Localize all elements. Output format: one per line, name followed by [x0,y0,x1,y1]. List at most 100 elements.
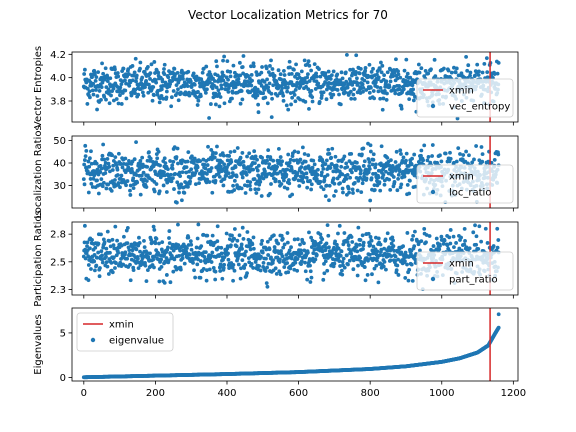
point-vec_entropy [140,90,145,95]
point-part_ratio [167,236,171,240]
point-part_ratio [372,266,377,271]
point-part_ratio [265,239,270,244]
point-loc_ratio [189,167,194,172]
point-loc_ratio [372,183,377,188]
point-part_ratio [207,267,212,272]
point-loc_ratio [342,154,347,159]
point-vec_entropy [354,53,359,58]
point-vec_entropy [148,77,152,81]
point-vec_entropy [482,61,487,66]
point-part_ratio [205,233,210,238]
point-loc_ratio [384,169,388,174]
point-loc_ratio [233,165,238,170]
point-vec_entropy [265,77,269,82]
point-part_ratio [413,229,417,234]
point-part_ratio [409,262,414,267]
point-loc_ratio [110,153,114,158]
point-vec_entropy [186,69,191,74]
point-loc_ratio [393,160,398,164]
point-vec_entropy [269,91,274,96]
legend-label-loc_ratio: loc_ratio [449,188,491,199]
point-part_ratio [389,254,394,259]
point-loc_ratio [197,181,201,186]
point-loc_ratio [261,176,266,181]
point-vec_entropy [249,64,253,69]
point-loc_ratio [212,155,217,160]
point-loc_ratio [253,161,257,166]
point-part_ratio [148,251,152,256]
point-part_ratio [347,258,352,263]
point-vec_entropy [221,78,226,83]
point-loc_ratio [413,184,418,189]
point-part_ratio [92,259,97,264]
point-part_ratio [381,264,386,269]
point-vec_entropy [140,75,145,80]
point-part_ratio [327,245,331,250]
point-part_ratio [321,277,326,282]
point-part_ratio [196,257,200,262]
point-loc_ratio [84,148,89,153]
point-vec_entropy [397,84,402,88]
point-vec_entropy [124,96,129,101]
point-loc_ratio [430,143,435,147]
point-loc_ratio [349,151,354,156]
point-vec_entropy [249,72,254,77]
point-loc_ratio [280,159,285,164]
point-vec_entropy [302,58,307,63]
point-loc_ratio [396,173,401,177]
point-vec_entropy [391,74,395,79]
point-vec_entropy [285,89,290,94]
point-loc_ratio [95,178,99,183]
point-part_ratio [105,264,110,269]
point-loc_ratio [222,177,227,181]
point-loc_ratio [205,163,210,167]
point-loc_ratio [398,148,403,153]
point-loc_ratio [131,186,136,191]
point-part_ratio [106,272,111,276]
point-loc_ratio [369,176,374,180]
point-vec_entropy [492,72,497,76]
point-part_ratio [266,253,271,257]
point-loc_ratio [88,156,92,161]
point-part_ratio [110,237,115,242]
point-loc_ratio [162,156,167,161]
point-part_ratio [325,268,330,273]
point-vec_entropy [152,93,156,98]
point-loc_ratio [182,190,187,195]
point-vec_entropy [219,86,224,91]
point-vec_entropy [384,79,389,84]
point-vec_entropy [344,79,349,84]
point-part_ratio [249,261,254,266]
point-loc_ratio [204,180,209,185]
point-part_ratio [85,244,89,249]
point-loc_ratio [306,153,311,158]
point-loc_ratio [151,160,155,164]
point-loc_ratio [308,178,312,183]
legend-swatch-part_ratio [430,276,436,282]
point-part_ratio [322,255,327,260]
point-loc_ratio [371,152,376,157]
point-loc_ratio [118,185,122,190]
point-vec_entropy [387,85,392,89]
point-vec_entropy [91,92,96,97]
point-vec_entropy [394,57,398,62]
point-vec_entropy [381,96,386,101]
point-loc_ratio [409,162,414,167]
point-loc_ratio [157,189,162,194]
point-part_ratio [332,245,336,250]
point-part_ratio [336,246,341,251]
point-loc_ratio [200,169,204,174]
point-loc_ratio [110,168,115,172]
point-loc_ratio [243,191,248,195]
point-loc_ratio [241,159,246,164]
point-part_ratio [244,249,248,254]
point-part_ratio [160,240,165,245]
point-part_ratio [375,258,379,263]
point-part_ratio [354,244,359,249]
point-part_ratio [176,243,181,247]
point-vec_entropy [404,57,409,62]
point-vec_entropy [107,89,112,94]
point-loc_ratio [211,150,215,155]
point-part_ratio [438,244,442,248]
